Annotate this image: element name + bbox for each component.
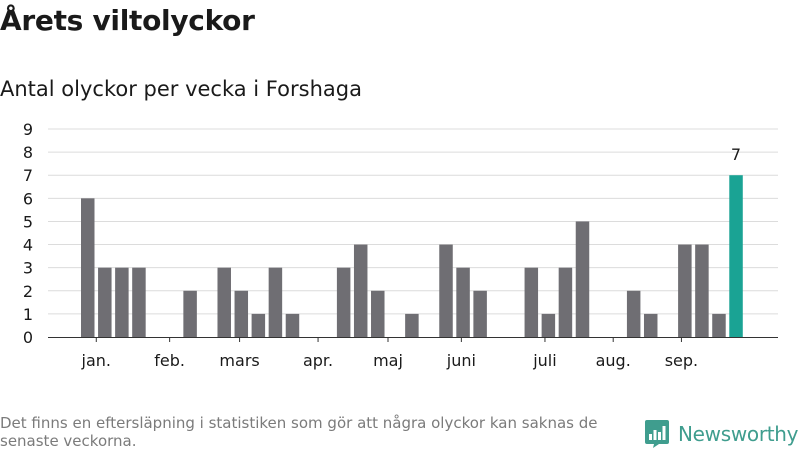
bar — [234, 290, 249, 337]
y-tick-label: 2 — [23, 282, 33, 301]
x-tick-label: sep. — [665, 351, 698, 370]
bar — [81, 198, 95, 337]
brand-logo[interactable]: Newsworthy — [644, 418, 799, 450]
y-tick-label: 7 — [23, 166, 33, 185]
x-tick-label: mars — [219, 351, 259, 370]
bar — [524, 267, 539, 337]
bar — [473, 290, 487, 337]
bar — [405, 313, 419, 337]
bar — [626, 290, 641, 337]
x-tick-label: juni — [446, 351, 476, 370]
y-tick-label: 9 — [23, 120, 33, 139]
x-tick-label: aug. — [596, 351, 631, 370]
y-tick-label: 0 — [23, 328, 33, 347]
bar — [575, 221, 590, 337]
y-tick-label: 8 — [23, 143, 33, 162]
y-tick-label: 5 — [23, 212, 33, 231]
bar — [115, 267, 129, 337]
x-tick-label: maj — [373, 351, 403, 370]
brand-name: Newsworthy — [678, 422, 799, 446]
bar — [695, 244, 709, 337]
bar — [643, 313, 658, 337]
bar — [541, 313, 556, 337]
x-tick-label: jan. — [81, 351, 111, 370]
x-tick-label: apr. — [303, 351, 333, 370]
bar — [678, 244, 692, 337]
x-axis: jan. feb. mars apr. maj juni juli aug. sep. — [48, 337, 778, 370]
y-tick-label: 3 — [23, 259, 33, 278]
bar — [217, 267, 231, 337]
bar — [353, 244, 368, 337]
bar-chart: 0 1 2 3 4 5 6 7 8 9 jan. feb. mars apr. maj juni juli au… — [23, 120, 778, 370]
newsworthy-logo-icon — [645, 420, 669, 448]
bar — [336, 267, 351, 337]
bar — [132, 267, 146, 337]
bar — [558, 267, 573, 337]
bar — [183, 290, 197, 337]
y-tick-label: 1 — [23, 305, 33, 324]
footnote: Det finns en eftersläpning i statistiken… — [0, 414, 598, 450]
bar — [371, 290, 385, 337]
y-tick-label: 4 — [23, 236, 33, 255]
y-axis-ticks: 0 1 2 3 4 5 6 7 8 9 — [23, 120, 33, 347]
chart-title: Årets viltolyckor — [0, 4, 255, 37]
bar — [98, 267, 112, 337]
gridlines — [48, 128, 778, 315]
bar — [712, 313, 726, 337]
x-tick-label: feb. — [154, 351, 185, 370]
bar — [268, 267, 283, 337]
bars — [81, 175, 743, 337]
bar — [456, 267, 470, 337]
data-label: 7 — [731, 145, 741, 164]
data-labels: 7 — [731, 145, 741, 164]
x-tick-label: juli — [532, 351, 556, 370]
bar — [285, 313, 300, 337]
y-tick-label: 6 — [23, 189, 33, 208]
chart-subtitle: Antal olyckor per vecka i Forshaga — [0, 77, 362, 101]
bar-highlight — [729, 175, 743, 337]
bar — [439, 244, 453, 337]
bar — [251, 313, 266, 337]
